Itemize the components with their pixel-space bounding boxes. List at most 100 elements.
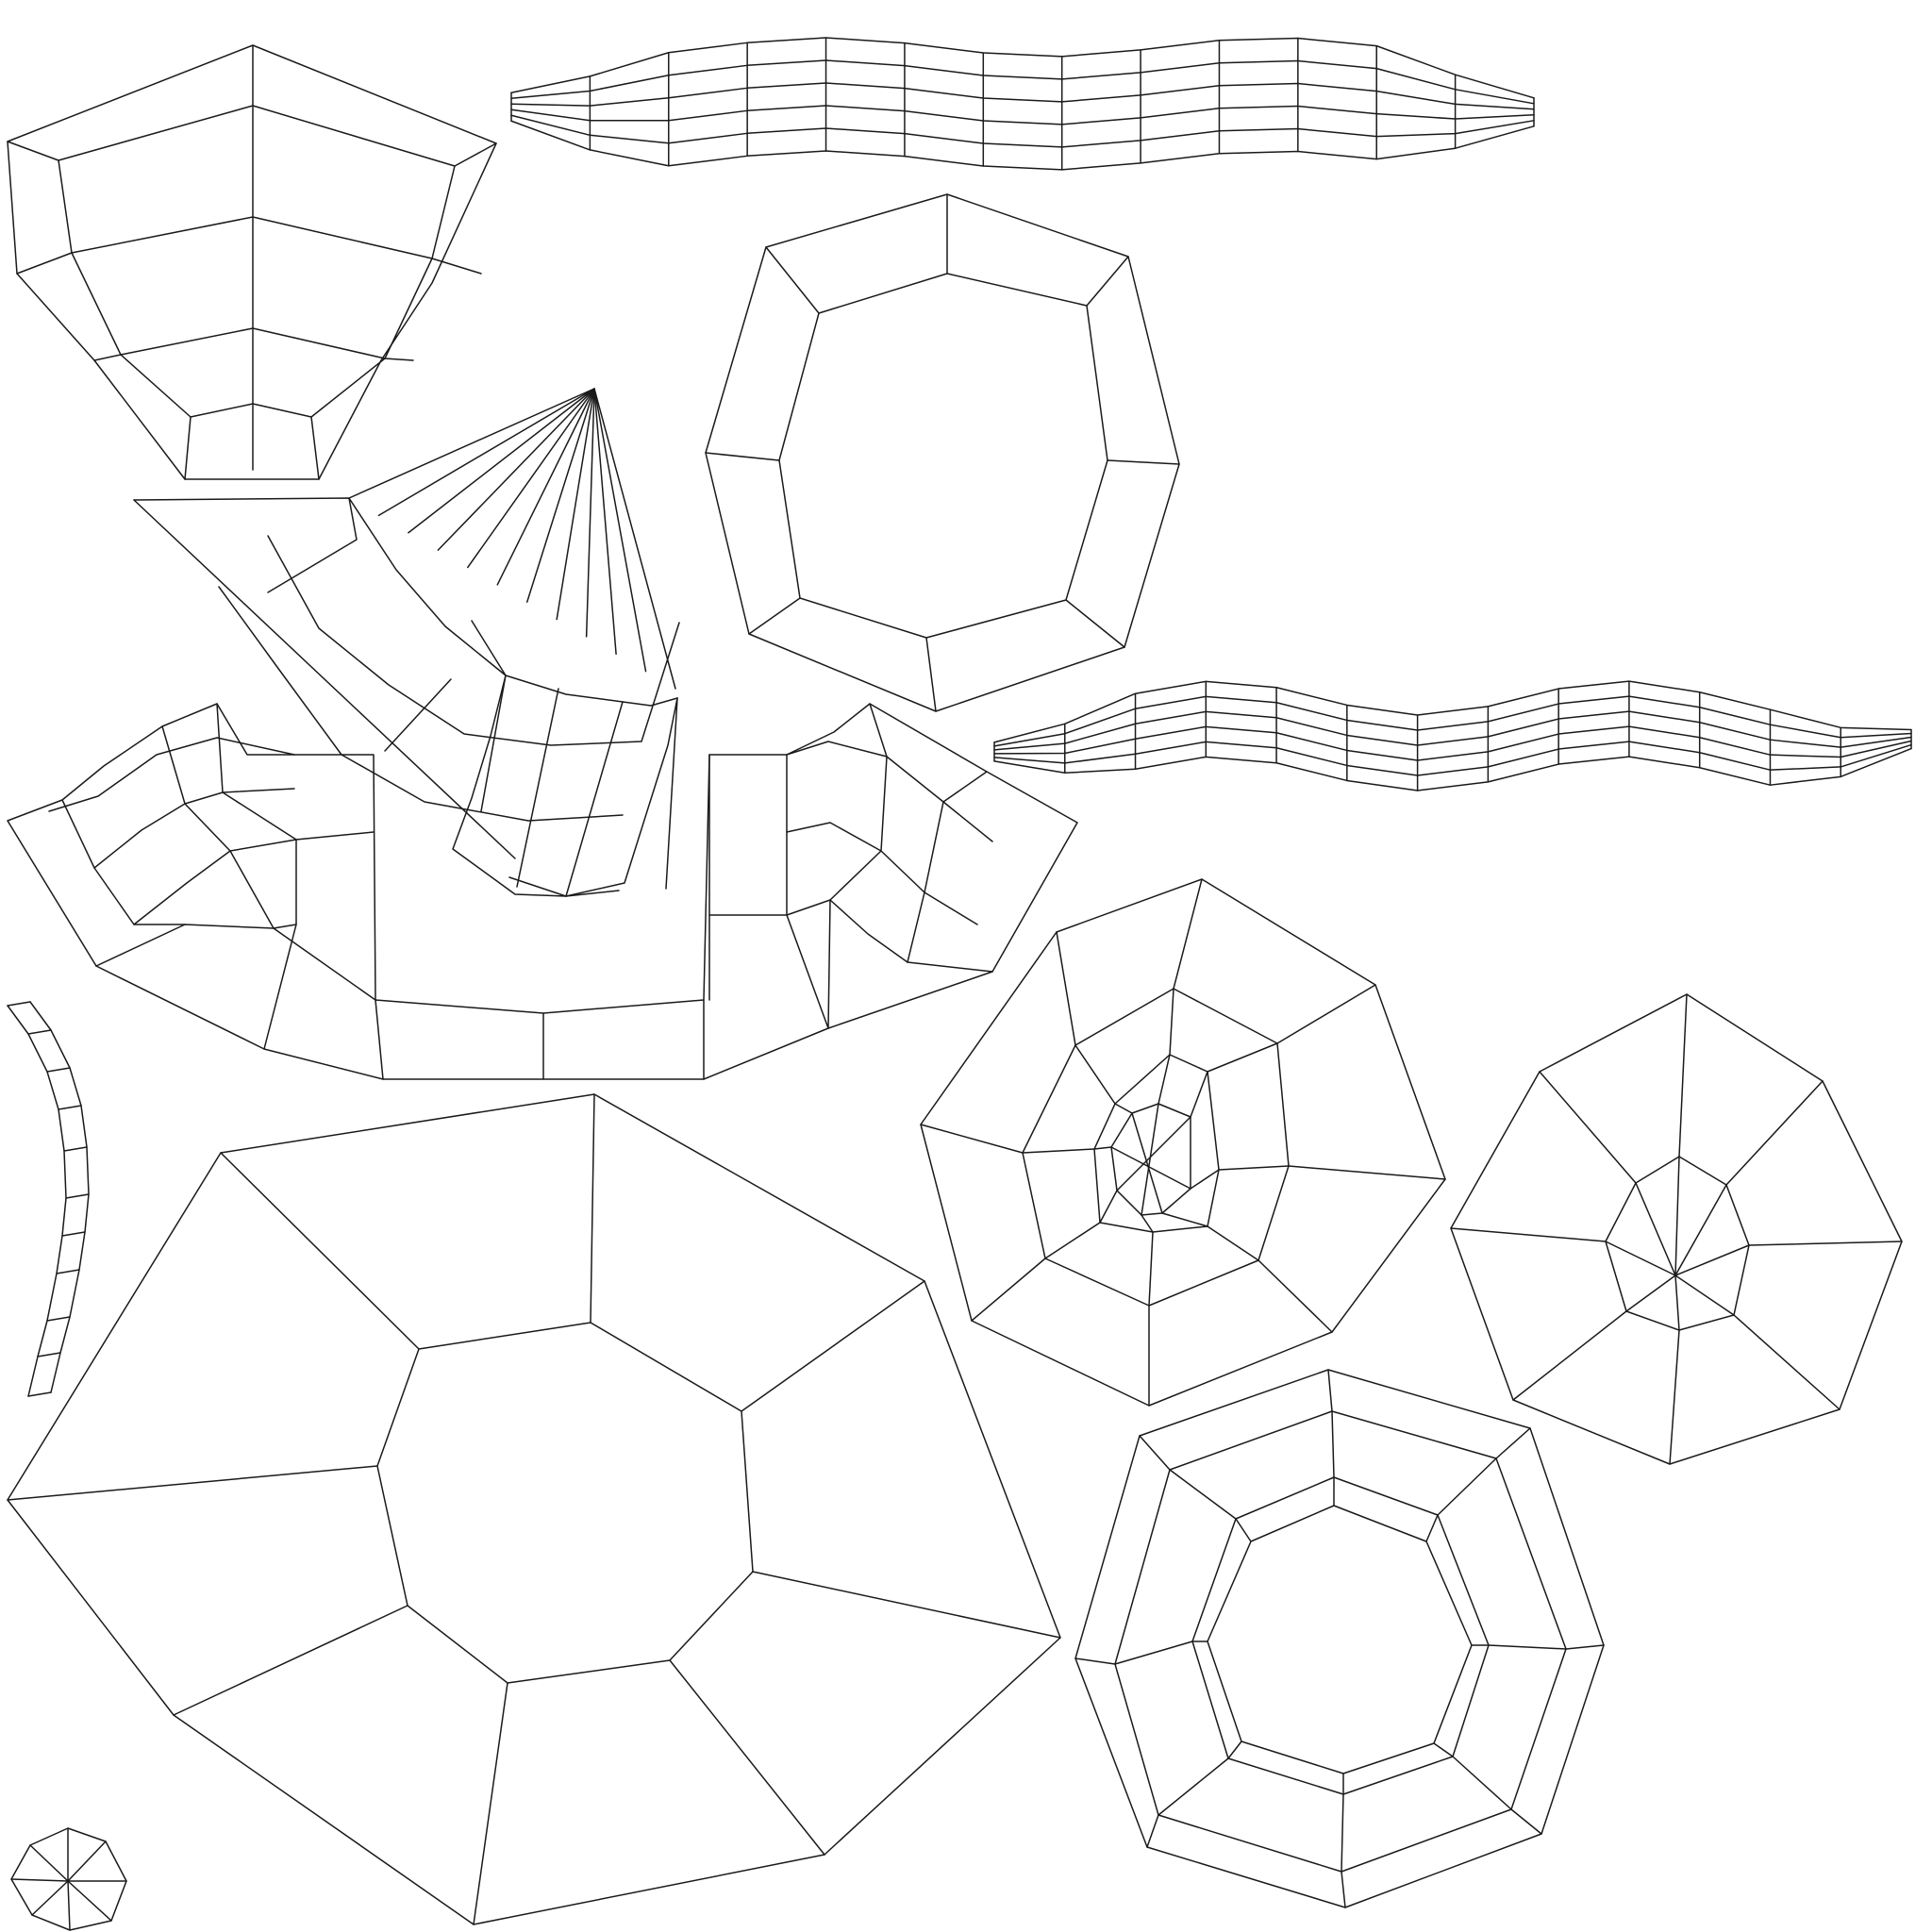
mesh-edge [525, 388, 595, 603]
mesh-edge-loop [95, 924, 376, 1001]
mesh-edge [1327, 1369, 1333, 1412]
thin-arc-strip-island [7, 1001, 90, 1397]
mesh-edge [1227, 1740, 1242, 1759]
mesh-edge [31, 1880, 69, 1916]
octagon-star-island [1450, 993, 1903, 1465]
mesh-edge [1131, 1112, 1163, 1214]
mesh-edge-loop [7, 44, 497, 480]
double-octagon-ring-island [1074, 1369, 1605, 1908]
mesh-edge-loop [510, 82, 1535, 110]
mesh-edge [27, 1029, 52, 1035]
mesh-edge [7, 1001, 31, 1007]
mesh-edge [1044, 1222, 1101, 1259]
mesh-edge [1158, 1054, 1171, 1105]
mesh-edge [173, 1605, 408, 1716]
mesh-edge [1056, 931, 1076, 1046]
mesh-edge-loop [216, 703, 297, 929]
mesh-edge-loop [375, 999, 384, 1080]
mesh-edge [593, 388, 617, 656]
mesh-edge [1669, 1329, 1680, 1465]
mesh-edge [1276, 984, 1376, 1044]
mesh-edge [1173, 878, 1203, 990]
mesh-edge [593, 388, 676, 690]
octagon-ring-island [705, 193, 1180, 712]
mesh-edge [1257, 1259, 1333, 1333]
mesh-edge [1207, 1042, 1278, 1073]
mesh-edge [1074, 1657, 1116, 1665]
mesh-edge-loop [133, 831, 375, 925]
mesh-edge-loop [993, 747, 1912, 791]
mesh-edge [1114, 1641, 1193, 1665]
mesh-edge [585, 388, 595, 638]
mesh-edge [1433, 1742, 1454, 1757]
mesh-edge [1635, 1182, 1676, 1276]
mesh-edge [1625, 1274, 1676, 1312]
mesh-edge-loop [778, 273, 1108, 639]
mesh-edge [1099, 1190, 1118, 1224]
mesh-edge [1674, 1156, 1680, 1276]
mesh-edge [1425, 1514, 1439, 1542]
mesh-edge [63, 1146, 88, 1152]
mesh-edge-loop [993, 741, 1912, 776]
mesh-edge-loop [907, 771, 993, 973]
mesh-edge-loop [1110, 1103, 1191, 1216]
mesh-edge-loop [93, 788, 295, 869]
mesh-edge [67, 1880, 112, 1922]
mesh-edge-loop [510, 114, 1535, 148]
mesh-edge-loop [993, 680, 1912, 743]
mesh-edge-loop [190, 403, 312, 418]
mesh-edge [377, 388, 595, 517]
mesh-edge [1207, 1225, 1259, 1261]
mesh-edge [1074, 1044, 1116, 1105]
mesh-edge [348, 388, 595, 499]
mesh-edge [1158, 1757, 1229, 1816]
mesh-edge [384, 358, 414, 361]
mesh-edge [516, 688, 559, 888]
mesh-edge-loop [58, 105, 456, 167]
mesh-edge [480, 675, 507, 812]
mesh-edge [1495, 1427, 1531, 1459]
mesh-edge [67, 1840, 107, 1882]
mesh-edge-loop [7, 141, 192, 480]
mesh-edge [65, 1193, 90, 1199]
mesh-edge [408, 388, 595, 534]
mesh-edge-loop [1022, 988, 1290, 1307]
mesh-edge [431, 258, 482, 275]
mesh-edge [1437, 1457, 1497, 1516]
mesh-edge [1674, 1274, 1735, 1316]
mesh-edge-loop [71, 216, 433, 259]
mesh-edge [1190, 1071, 1208, 1118]
mesh-edge-loop [510, 37, 1535, 99]
mesh-edge [565, 701, 624, 897]
mesh-edge [1450, 1227, 1607, 1242]
mesh-edge [1488, 1644, 1567, 1650]
mesh-edge [1065, 599, 1125, 648]
mesh-edge [705, 452, 780, 461]
mesh-edge [1331, 1410, 1335, 1478]
mesh-edge [473, 1682, 508, 1925]
mesh-edge [467, 388, 595, 569]
mesh-edge [1674, 1244, 1750, 1276]
mesh-edge-loop [218, 586, 624, 822]
small-octagon-fan-island [10, 1827, 127, 1931]
octagon-web-island [920, 878, 1446, 1407]
mesh-edge [556, 388, 595, 621]
mesh-edge-loop [161, 725, 275, 929]
mesh-edge [1093, 1146, 1112, 1150]
mesh-edge [1733, 1314, 1840, 1410]
mesh-edge [67, 1880, 71, 1931]
mesh-edge-loop [993, 695, 1912, 747]
mesh-edge [1235, 1518, 1252, 1542]
mesh-edge [93, 354, 122, 361]
mesh-edge [58, 1105, 82, 1110]
mesh-edge [925, 637, 937, 712]
mesh-edge [1148, 1231, 1154, 1307]
mesh-edge [1678, 993, 1688, 1158]
mesh-edge-loop [508, 876, 620, 897]
mesh-edge [1169, 988, 1174, 1056]
mesh-edge [10, 1878, 69, 1882]
mesh-edge [1288, 1165, 1446, 1180]
mesh-edge [7, 1465, 378, 1501]
mesh-edge [1110, 1146, 1191, 1190]
